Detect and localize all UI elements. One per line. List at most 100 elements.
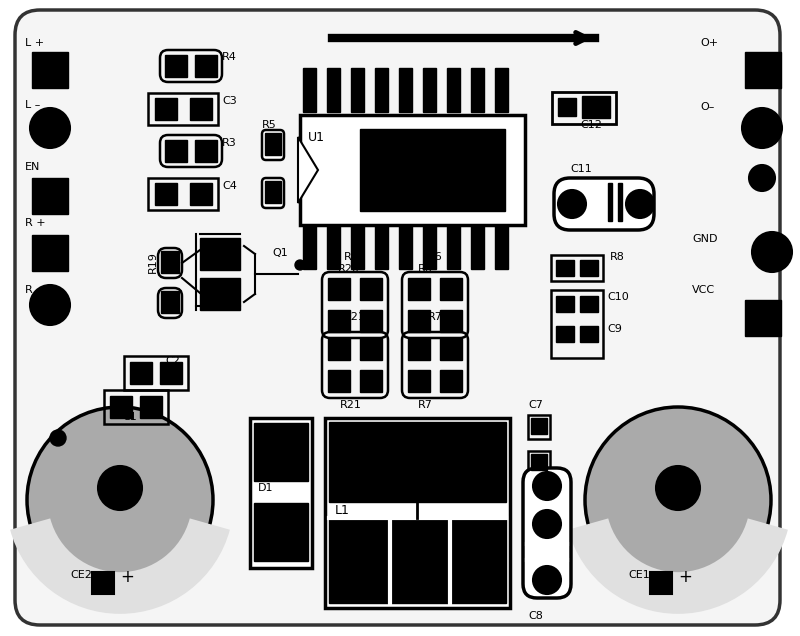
- Bar: [408, 278, 430, 300]
- Bar: [408, 338, 430, 360]
- Bar: [155, 98, 177, 120]
- Bar: [408, 370, 430, 392]
- Bar: [265, 133, 281, 155]
- Bar: [528, 451, 550, 475]
- Bar: [580, 296, 598, 312]
- Bar: [495, 68, 508, 112]
- Text: O–: O–: [700, 102, 714, 112]
- Circle shape: [295, 260, 305, 270]
- Text: +: +: [678, 568, 692, 586]
- Text: U1: U1: [308, 131, 325, 144]
- Bar: [300, 115, 525, 225]
- Bar: [608, 183, 612, 221]
- Bar: [360, 370, 382, 392]
- Bar: [440, 278, 462, 300]
- Bar: [328, 310, 350, 332]
- Text: EN: EN: [25, 162, 40, 172]
- Text: L –: L –: [25, 100, 40, 110]
- Circle shape: [742, 108, 782, 148]
- Text: R –: R –: [25, 285, 42, 295]
- Bar: [328, 338, 350, 360]
- Bar: [328, 370, 350, 392]
- Text: R20: R20: [338, 264, 360, 274]
- Bar: [375, 68, 388, 112]
- Circle shape: [30, 285, 70, 325]
- Bar: [351, 225, 364, 269]
- FancyBboxPatch shape: [15, 10, 780, 625]
- Bar: [399, 68, 412, 112]
- Bar: [124, 356, 188, 390]
- Circle shape: [656, 466, 700, 510]
- Bar: [440, 310, 462, 332]
- Text: R6: R6: [428, 252, 442, 262]
- Bar: [447, 225, 460, 269]
- Bar: [195, 55, 217, 77]
- Bar: [351, 68, 364, 112]
- Bar: [329, 518, 506, 603]
- Bar: [531, 454, 547, 470]
- Bar: [148, 93, 218, 125]
- Bar: [375, 225, 388, 269]
- Text: C11: C11: [570, 164, 592, 174]
- Bar: [552, 92, 616, 124]
- Circle shape: [30, 108, 70, 148]
- Circle shape: [533, 510, 561, 538]
- Bar: [130, 362, 152, 384]
- Text: C9: C9: [607, 324, 622, 334]
- Bar: [558, 98, 576, 116]
- Bar: [303, 225, 316, 269]
- Bar: [32, 52, 68, 88]
- Text: L +: L +: [25, 38, 44, 48]
- Bar: [265, 181, 281, 203]
- Bar: [190, 183, 212, 205]
- Circle shape: [533, 566, 561, 594]
- Circle shape: [585, 407, 771, 593]
- Text: R +: R +: [25, 218, 46, 228]
- Text: C1: C1: [122, 412, 138, 422]
- Text: VCC: VCC: [692, 285, 715, 295]
- Bar: [423, 225, 436, 269]
- Bar: [92, 572, 114, 594]
- Bar: [440, 338, 462, 360]
- Text: R7: R7: [418, 400, 433, 410]
- FancyBboxPatch shape: [262, 130, 284, 160]
- Bar: [165, 140, 187, 162]
- Text: GND: GND: [692, 234, 718, 244]
- Bar: [161, 251, 179, 273]
- Text: C10: C10: [607, 292, 629, 302]
- Circle shape: [98, 466, 142, 510]
- Bar: [556, 326, 574, 342]
- Text: R7: R7: [427, 312, 442, 322]
- Bar: [110, 396, 132, 418]
- Bar: [148, 178, 218, 210]
- Bar: [327, 68, 340, 112]
- Bar: [32, 178, 68, 214]
- Bar: [745, 300, 781, 336]
- FancyBboxPatch shape: [523, 468, 571, 598]
- Bar: [471, 68, 484, 112]
- Bar: [556, 260, 574, 276]
- Circle shape: [558, 190, 586, 218]
- Bar: [360, 278, 382, 300]
- Bar: [531, 418, 547, 434]
- Text: CE2: CE2: [70, 570, 92, 580]
- Bar: [161, 291, 179, 313]
- Text: R21: R21: [344, 312, 366, 322]
- Polygon shape: [298, 137, 318, 203]
- Circle shape: [752, 232, 792, 272]
- FancyBboxPatch shape: [554, 178, 654, 230]
- Bar: [254, 503, 308, 561]
- Text: R8: R8: [610, 252, 625, 262]
- Text: R5: R5: [262, 120, 277, 130]
- Text: C8: C8: [528, 611, 543, 621]
- Text: R6: R6: [418, 264, 433, 274]
- Bar: [440, 370, 462, 392]
- Bar: [329, 422, 506, 502]
- Bar: [250, 418, 312, 568]
- Bar: [32, 235, 68, 271]
- Text: C12: C12: [580, 120, 602, 130]
- Text: CE1: CE1: [628, 570, 650, 580]
- Circle shape: [50, 430, 66, 446]
- Bar: [399, 225, 412, 269]
- Bar: [556, 296, 574, 312]
